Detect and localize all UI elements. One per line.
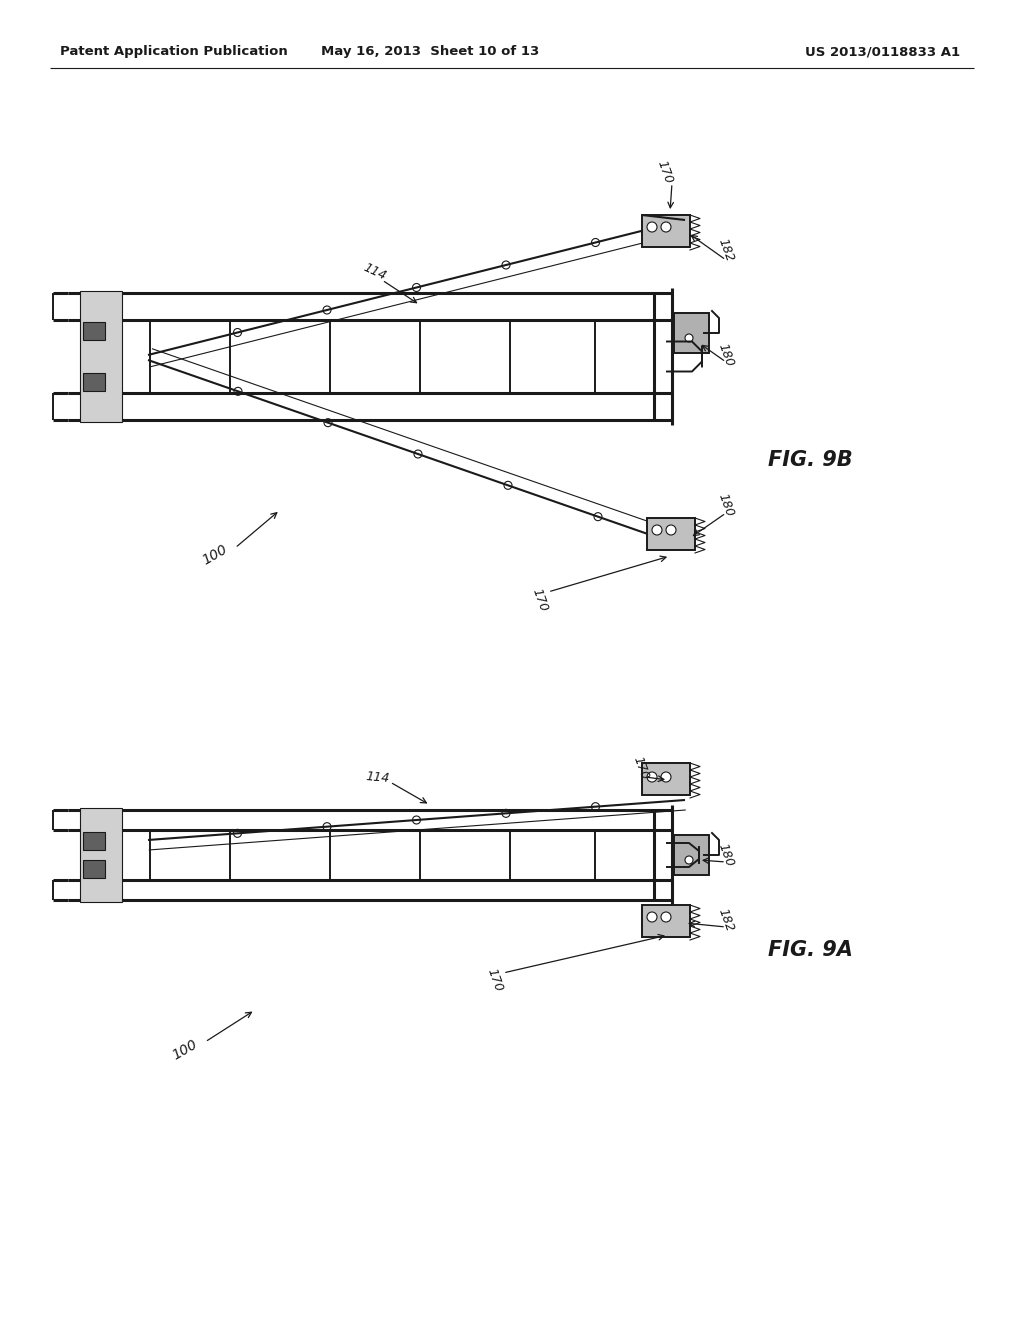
Circle shape	[652, 525, 662, 535]
Text: Patent Application Publication: Patent Application Publication	[60, 45, 288, 58]
Text: 100: 100	[170, 1038, 200, 1063]
Bar	[642, 906, 690, 937]
Text: 180: 180	[716, 342, 736, 368]
Bar	[674, 836, 709, 875]
Text: 182: 182	[716, 236, 736, 264]
Text: 180: 180	[716, 842, 736, 869]
Text: 170: 170	[529, 586, 550, 614]
Text: 170: 170	[654, 158, 675, 186]
Circle shape	[647, 772, 657, 781]
Circle shape	[685, 334, 693, 342]
Bar	[674, 313, 709, 352]
Text: FIG. 9A: FIG. 9A	[768, 940, 852, 960]
Circle shape	[647, 222, 657, 232]
Text: US 2013/0118833 A1: US 2013/0118833 A1	[805, 45, 961, 58]
Text: 170: 170	[484, 966, 505, 994]
Bar	[83, 322, 105, 341]
Text: 182: 182	[716, 907, 736, 933]
Bar	[80, 808, 122, 902]
Bar	[642, 215, 690, 247]
Circle shape	[666, 525, 676, 535]
Circle shape	[662, 772, 671, 781]
Text: 170: 170	[631, 755, 651, 781]
Text: 180: 180	[716, 491, 736, 519]
Text: 114: 114	[366, 771, 390, 785]
Circle shape	[647, 912, 657, 921]
Text: May 16, 2013  Sheet 10 of 13: May 16, 2013 Sheet 10 of 13	[321, 45, 539, 58]
Bar	[642, 763, 690, 795]
Bar	[83, 374, 105, 391]
Text: FIG. 9B: FIG. 9B	[768, 450, 852, 470]
Circle shape	[685, 855, 693, 865]
Circle shape	[662, 222, 671, 232]
Text: 100: 100	[200, 543, 230, 568]
Bar	[80, 290, 122, 422]
Bar	[83, 832, 105, 850]
Bar	[647, 517, 695, 550]
Circle shape	[662, 912, 671, 921]
Bar	[83, 861, 105, 878]
Text: 114: 114	[361, 261, 389, 282]
